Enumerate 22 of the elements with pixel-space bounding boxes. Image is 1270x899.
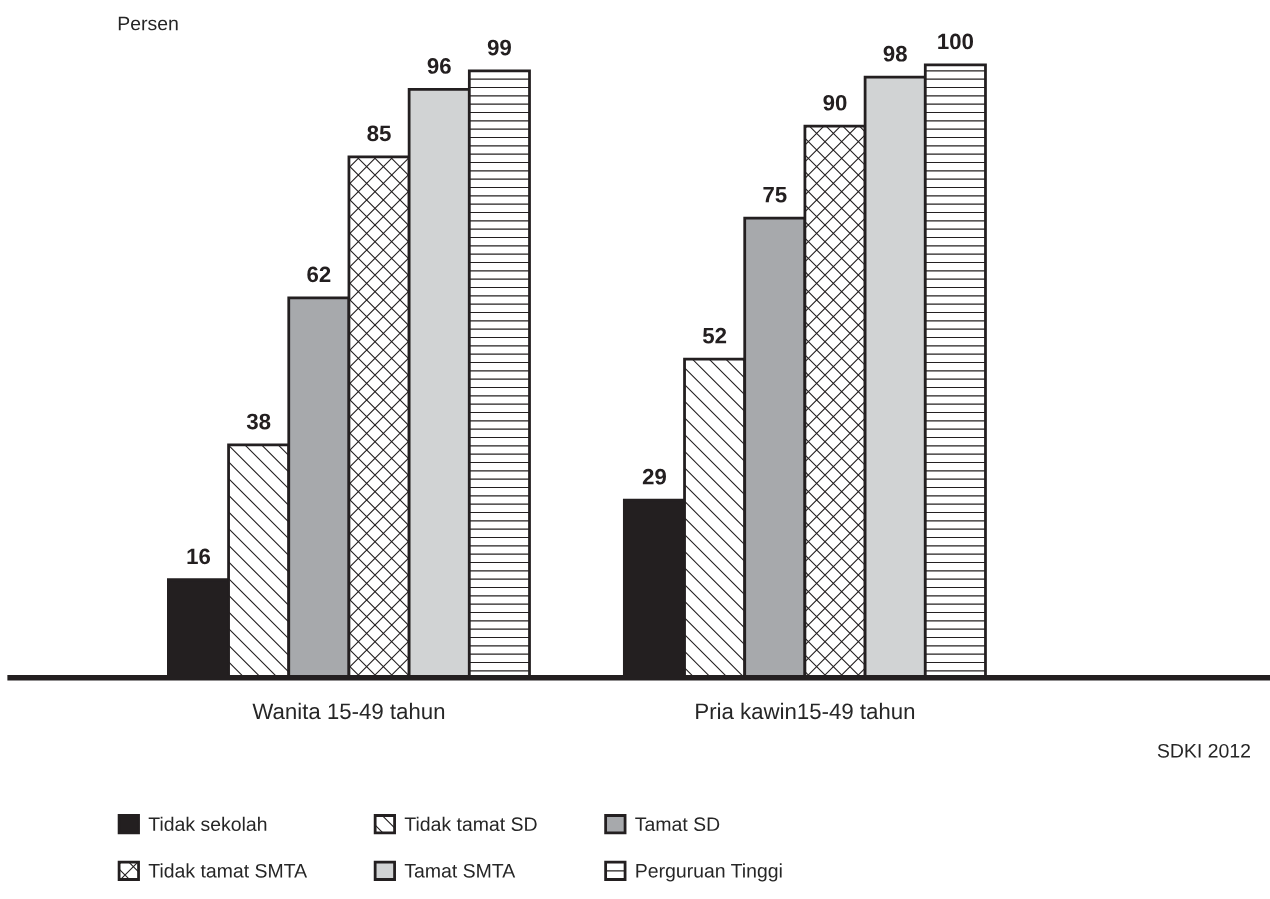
legend-label: Tamat SD — [635, 817, 720, 832]
data-label: 62 — [307, 266, 331, 283]
data-label: 52 — [702, 327, 727, 344]
data-label: 38 — [246, 413, 271, 430]
data-label: 98 — [883, 45, 907, 62]
text: SDKI 2012 — [1157, 743, 1250, 758]
data-label: 100 — [938, 33, 974, 50]
data-label: 29 — [642, 468, 666, 485]
legend-label: Tidak sekolah — [148, 816, 267, 832]
x-tick-label: Pria kawin15-49 tahun — [696, 702, 915, 720]
legend-label: Tidak tamat SMTA — [148, 863, 308, 878]
x-tick-label: Wanita 15-49 tahun — [252, 702, 445, 720]
data-label: 85 — [367, 125, 391, 142]
legend-label: Tamat SMTA — [404, 863, 516, 878]
data-label: 90 — [823, 94, 847, 111]
legend-label: Tidak tamat SD — [404, 816, 537, 832]
data-label: 99 — [487, 39, 511, 56]
data-label: 75 — [763, 187, 787, 203]
legend-label: Perguruan Tinggi — [636, 863, 782, 882]
data-label: 16 — [187, 548, 211, 565]
y-axis-title: Persen — [118, 16, 178, 31]
data-label: 96 — [427, 58, 451, 74]
